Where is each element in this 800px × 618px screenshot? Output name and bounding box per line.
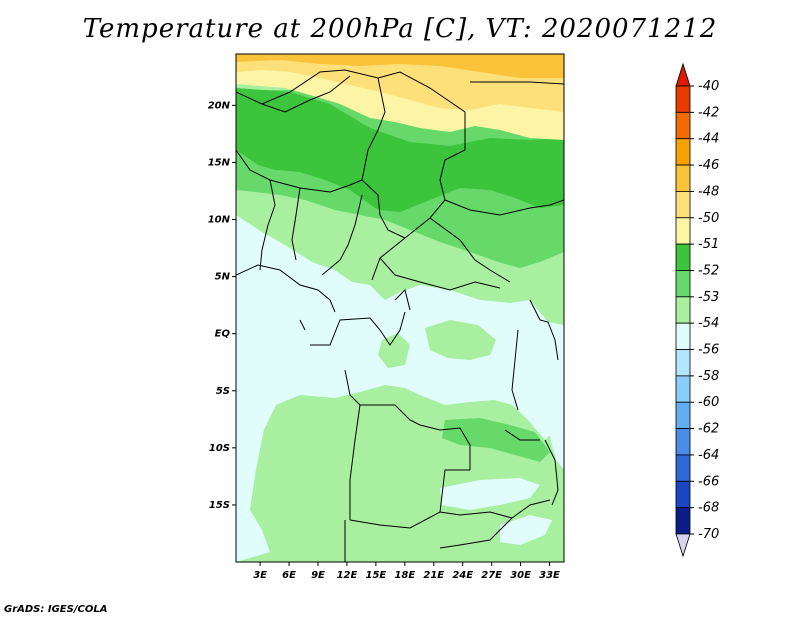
colorbar-arrow-bottom <box>675 533 691 558</box>
colorbar-label: -66 <box>698 474 719 489</box>
colorbar-box <box>675 480 691 509</box>
x-tick-label: 3E <box>253 570 267 581</box>
colorbar-arrow-top <box>675 62 691 87</box>
colorbar-box <box>675 349 691 377</box>
colorbar-label: -54 <box>698 316 719 331</box>
colorbar-box <box>675 454 691 482</box>
x-tick-label: 33E <box>539 570 560 581</box>
colorbar-box <box>675 428 691 456</box>
colorbar-label: -46 <box>698 158 719 173</box>
x-tick-label: 27E <box>481 570 502 581</box>
colorbar-box <box>675 243 691 271</box>
colorbar-label: -44 <box>698 132 719 147</box>
x-tick-label: 15E <box>366 570 387 581</box>
y-tick-label: 10S <box>209 443 230 454</box>
field-patch-congo <box>378 333 410 368</box>
colorbar-label: -70 <box>698 527 719 542</box>
colorbar-box <box>675 164 691 192</box>
x-tick-label: 6E <box>282 570 296 581</box>
field-patch-center <box>425 320 496 360</box>
colorbar-label: -64 <box>698 448 719 463</box>
colorbar-label: -42 <box>698 105 719 120</box>
chart-title: Temperature at 200hPa [C], VT: 202007121… <box>82 14 718 44</box>
y-tick-label: 5S <box>216 386 230 397</box>
y-axis: 20N 15N 10N 5N EQ 5S 10S 15S <box>208 100 236 511</box>
colorbar-box <box>675 322 691 350</box>
plot-frame <box>235 53 565 563</box>
colorbar-label: -53 <box>698 290 719 305</box>
colorbar-label: -68 <box>698 501 719 516</box>
field-north-deep <box>236 54 564 78</box>
colorbar-box <box>675 138 691 166</box>
x-tick-label: 12E <box>337 570 358 581</box>
colorbar-label: -48 <box>698 184 719 199</box>
colorbar-box <box>675 270 691 298</box>
colorbar-box <box>675 507 691 535</box>
field-sahel-mid <box>236 88 564 212</box>
y-tick-label: 20N <box>208 100 231 111</box>
colorbar-label: -56 <box>698 343 719 358</box>
colorbar-box <box>675 191 691 219</box>
colorbar-box <box>675 111 691 140</box>
y-tick-label: 15S <box>209 500 230 511</box>
colorbar-box <box>675 296 691 324</box>
country-borders <box>236 69 564 562</box>
x-tick-label: 21E <box>423 570 444 581</box>
x-tick-label: 18E <box>394 570 415 581</box>
x-axis: 3E 6E 9E 12E 15E 18E 21E 24E 27E 30E 33E <box>253 562 560 581</box>
y-tick-label: 10N <box>208 215 231 226</box>
colorbar: -40 -42 -44 -46 -48 -50 -51 -52 -53 -54 -56 -58 -60 -… <box>675 62 719 558</box>
colorbar-label: -50 <box>698 211 719 226</box>
colorbar-label: -52 <box>698 263 719 278</box>
field-cold-west <box>236 215 564 520</box>
field-pocket-1 <box>236 150 310 188</box>
field-coast-cyan <box>236 232 244 275</box>
y-tick-label: 15N <box>208 157 231 168</box>
colorbar-box <box>675 85 691 113</box>
colorbar-label: -40 <box>698 79 719 94</box>
y-tick-label: EQ <box>215 329 231 340</box>
x-tick-label: 30E <box>510 570 531 581</box>
colorbar-label: -62 <box>698 422 719 437</box>
colorbar-label: -58 <box>698 369 719 384</box>
y-tick-label: 5N <box>215 272 231 283</box>
field-south-streak-2 <box>500 515 552 545</box>
map-field <box>236 54 564 562</box>
field-se-green <box>442 418 550 462</box>
field-southwest-cyan <box>236 510 270 562</box>
colorbar-box <box>675 217 691 245</box>
x-tick-label: 9E <box>311 570 325 581</box>
footer-credit: GrADS: IGES/COLA <box>4 604 108 615</box>
colorbar-label: -60 <box>698 395 719 410</box>
colorbar-box <box>675 375 691 403</box>
x-tick-label: 24E <box>452 570 473 581</box>
colorbar-box <box>675 401 691 429</box>
colorbar-label: -51 <box>698 237 719 252</box>
field-south-streak-1 <box>440 478 540 510</box>
